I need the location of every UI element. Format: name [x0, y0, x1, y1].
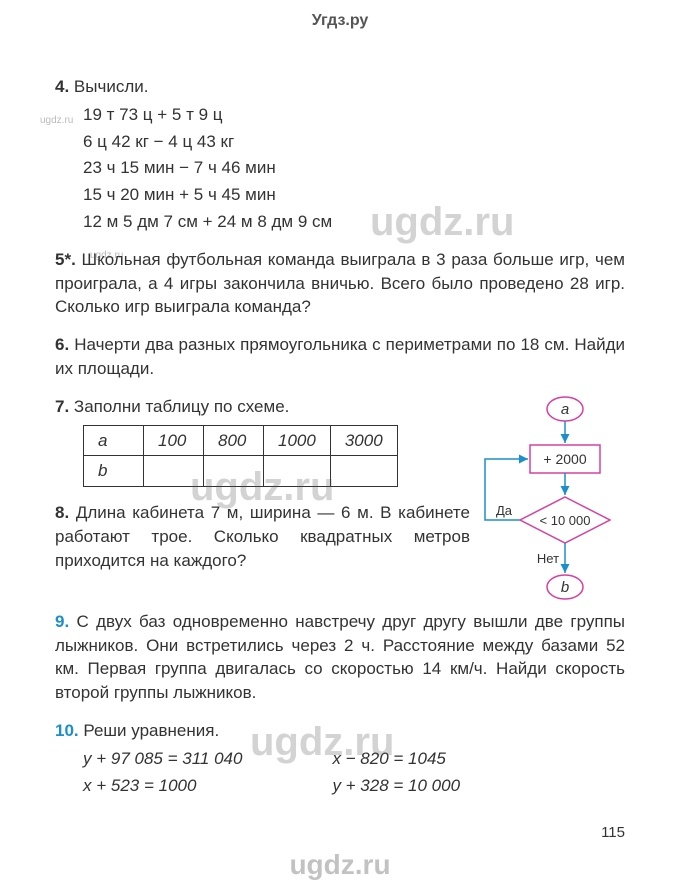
problem-text: Начерти два разных прямоугольника с пери… — [55, 335, 625, 378]
footer-watermark: ugdz.ru — [0, 849, 680, 881]
calc-line: 23 ч 15 мин − 7 ч 46 мин — [83, 156, 625, 180]
flow-cond: < 10 000 — [540, 513, 591, 528]
table-cell: 3000 — [330, 425, 397, 456]
calc-line: 6 ц 42 кг − 4 ц 43 кг — [83, 130, 625, 154]
problem-num: 5*. — [55, 250, 76, 269]
calc-line: 15 ч 20 мин + 5 ч 45 мин — [83, 183, 625, 207]
data-table: a 100 800 1000 3000 b — [83, 425, 398, 488]
table-cell — [330, 456, 397, 487]
problem-num: 7. — [55, 397, 69, 416]
problem-5: 5*. Школьная футбольная команда выиграла… — [55, 248, 625, 319]
table-cell: 100 — [144, 425, 204, 456]
table-row: b — [84, 456, 398, 487]
problem-lines: 19 т 73 ц + 5 т 9 ц 6 ц 42 кг − 4 ц 43 к… — [55, 103, 625, 234]
calc-line: 19 т 73 ц + 5 т 9 ц — [83, 103, 625, 127]
problem-num: 6. — [55, 335, 69, 354]
problem-8: 8. Длина кабинета 7 м, ширина — 6 м. В к… — [55, 501, 470, 572]
equation: x + 523 = 1000 — [83, 774, 242, 798]
row-label: b — [84, 456, 144, 487]
problem-num: 8. — [55, 503, 69, 522]
table-cell — [204, 456, 264, 487]
problem-num: 10. — [55, 721, 79, 740]
table-cell — [264, 456, 331, 487]
problem-4: 4. Вычисли. 19 т 73 ц + 5 т 9 ц 6 ц 42 к… — [55, 75, 625, 234]
problem-6: 6. Начерти два разных прямоугольника с п… — [55, 333, 625, 381]
problem-num: 9. — [55, 612, 69, 631]
equation: x − 820 = 1045 — [332, 747, 460, 771]
problem-num: 4. — [55, 77, 69, 96]
problem-text: Длина кабинета 7 м, ширина — 6 м. В каби… — [55, 503, 470, 570]
equation: y + 328 = 10 000 — [332, 774, 460, 798]
site-header: Угдз.ру — [0, 0, 680, 30]
problem-text: Школьная футбольная команда выиграла в 3… — [55, 250, 625, 317]
problem-9: 9. С двух баз одновременно навстречу дру… — [55, 610, 625, 705]
row-label: a — [84, 425, 144, 456]
page-number: 115 — [601, 824, 625, 841]
problem-7: 7. Заполни таблицу по схеме. a 100 800 1… — [55, 395, 470, 487]
flow-end: b — [561, 579, 569, 596]
problems-7-8-flow: 7. Заполни таблицу по схеме. a 100 800 1… — [55, 395, 625, 610]
flow-op: + 2000 — [543, 451, 586, 467]
problem-10: 10. Реши уравнения. y + 97 085 = 311 040… — [55, 719, 625, 800]
flow-no: Нет — [537, 551, 559, 566]
table-cell: 800 — [204, 425, 264, 456]
equations: y + 97 085 = 311 040 x + 523 = 1000 x − … — [55, 747, 625, 801]
table-row: a 100 800 1000 3000 — [84, 425, 398, 456]
problem-title: Вычисли. — [74, 77, 149, 96]
flow-start: a — [561, 401, 569, 418]
flow-yes: Да — [496, 503, 513, 518]
page-content: 4. Вычисли. 19 т 73 ц + 5 т 9 ц 6 ц 42 к… — [0, 30, 680, 800]
flowchart: a + 2000 < 10 000 Да Нет b — [470, 395, 625, 610]
problem-text: Заполни таблицу по схеме. — [74, 397, 289, 416]
table-cell — [144, 456, 204, 487]
table-cell: 1000 — [264, 425, 331, 456]
problem-text: С двух баз одновременно навстречу друг д… — [55, 612, 625, 702]
calc-line: 12 м 5 дм 7 см + 24 м 8 дм 9 см — [83, 210, 625, 234]
problem-title: Реши уравнения. — [83, 721, 219, 740]
equation: y + 97 085 = 311 040 — [83, 747, 242, 771]
